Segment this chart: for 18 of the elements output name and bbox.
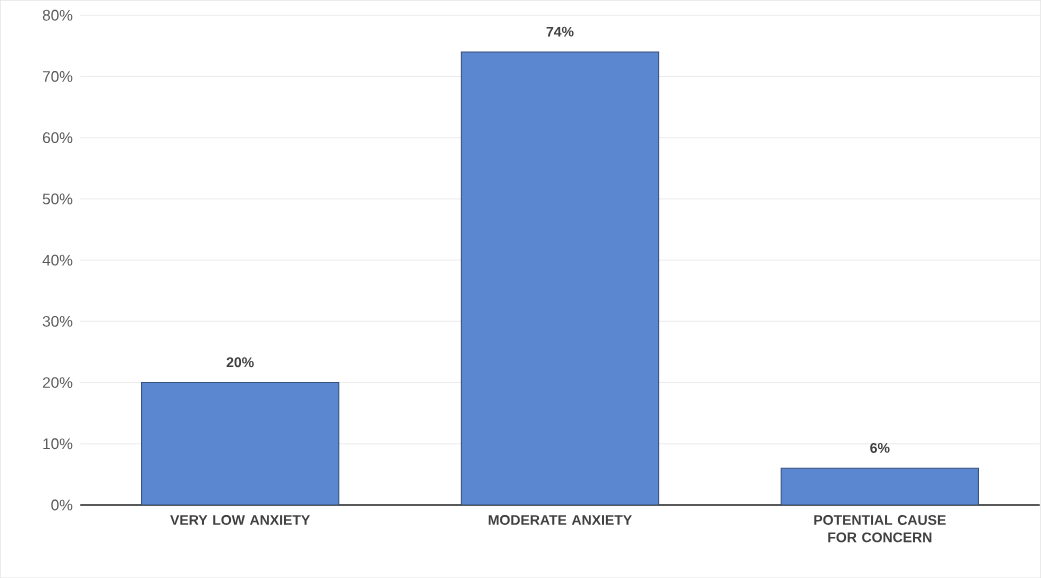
x-tick-label: MODERATE ANXIETY [488,514,632,525]
y-tick-label: 10% [43,438,73,450]
y-tick-label: 60% [42,132,73,144]
x-tick-label: POTENTIAL CAUSE FOR CONCERN [814,514,946,543]
y-tick-label: 20% [42,377,73,388]
y-tick-label: 80% [42,9,73,21]
y-tick-label: 0% [51,499,73,511]
data-label: 74% [546,26,574,37]
data-label: 6% [870,442,890,453]
x-tick-label: VERY LOW ANXIETY [170,514,310,525]
bar [780,467,979,505]
data-label: 20% [226,357,254,368]
y-tick-label: 70% [42,70,73,82]
bar [140,381,340,505]
bar [460,51,660,505]
y-tick-label: 40% [42,254,73,266]
y-tick-label: 50% [42,193,73,205]
y-tick-label: 30% [42,315,73,327]
